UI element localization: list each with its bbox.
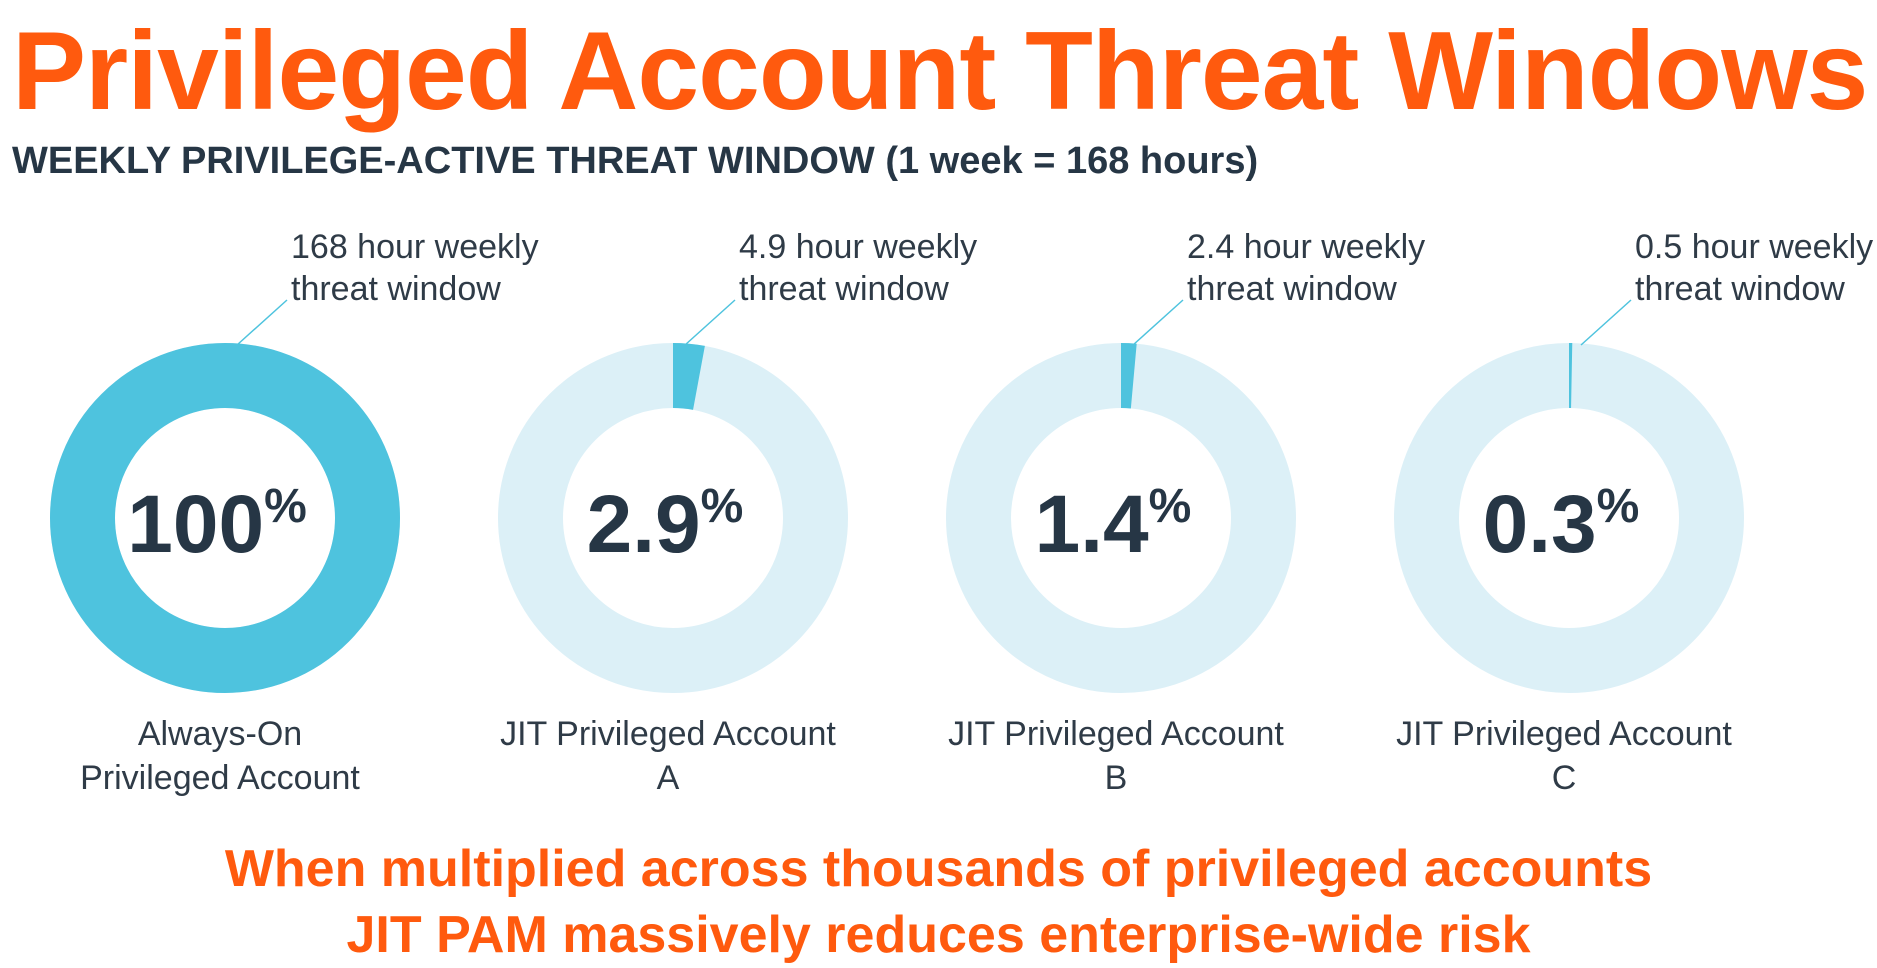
annotation-text-3-0: 0.5 hour weekly [1635, 228, 1873, 266]
annotation-text-0-0: 168 hour weekly [291, 228, 539, 266]
annotation-leader-0 [236, 299, 288, 346]
percent-value-0: 100 [127, 479, 264, 570]
annotation-text-3-1: threat window [1635, 270, 1845, 308]
annotation-leader-2 [1132, 299, 1184, 346]
annotation-leader-1 [684, 299, 736, 346]
category-label-2-0: JIT Privileged Account [948, 715, 1284, 753]
donut-slice-0 [50, 343, 400, 693]
donut-slice-2 [1121, 343, 1137, 409]
category-label-1-1: A [657, 759, 680, 797]
percent-label-2: 1.4% [1035, 479, 1192, 570]
category-label-0-0: Always-On [138, 715, 302, 753]
annotation-leader-3 [1580, 299, 1632, 346]
percent-symbol-1: % [701, 480, 744, 533]
percent-symbol-2: % [1149, 480, 1192, 533]
category-label-0-1: Privileged Account [80, 759, 360, 797]
footer-message: When multiplied across thousands of priv… [0, 836, 1877, 968]
category-label-3-0: JIT Privileged Account [1396, 715, 1732, 753]
donut-slice-3 [1569, 343, 1573, 409]
percent-label-1: 2.9% [587, 479, 744, 570]
annotation-text-1-1: threat window [739, 270, 949, 308]
percent-label-0: 100% [127, 479, 307, 570]
chart-subtitle: WEEKLY PRIVILEGE-ACTIVE THREAT WINDOW (1… [12, 140, 1259, 182]
footer-line-2: JIT PAM massively reduces enterprise-wid… [346, 906, 1531, 964]
percent-value-3: 0.3 [1483, 479, 1597, 570]
footer-line-1: When multiplied across thousands of priv… [224, 840, 1653, 898]
donut-charts: 100% 168 hour weekly threat window Always-O… [50, 228, 1873, 797]
annotation-text-2-0: 2.4 hour weekly [1187, 228, 1425, 266]
category-label-2-1: B [1105, 759, 1128, 797]
annotation-text-1-0: 4.9 hour weekly [739, 228, 977, 266]
page-title: Privileged Account Threat Windows [12, 9, 1868, 133]
category-label-1-0: JIT Privileged Account [500, 715, 836, 753]
donut-slice-1 [673, 343, 705, 410]
percent-symbol-3: % [1597, 480, 1640, 533]
percent-value-1: 2.9 [587, 479, 701, 570]
annotation-text-0-1: threat window [291, 270, 501, 308]
category-label-3-1: C [1552, 759, 1577, 797]
percent-symbol-0: % [264, 480, 307, 533]
percent-label-3: 0.3% [1483, 479, 1640, 570]
percent-value-2: 1.4 [1035, 479, 1149, 570]
annotation-text-2-1: threat window [1187, 270, 1397, 308]
